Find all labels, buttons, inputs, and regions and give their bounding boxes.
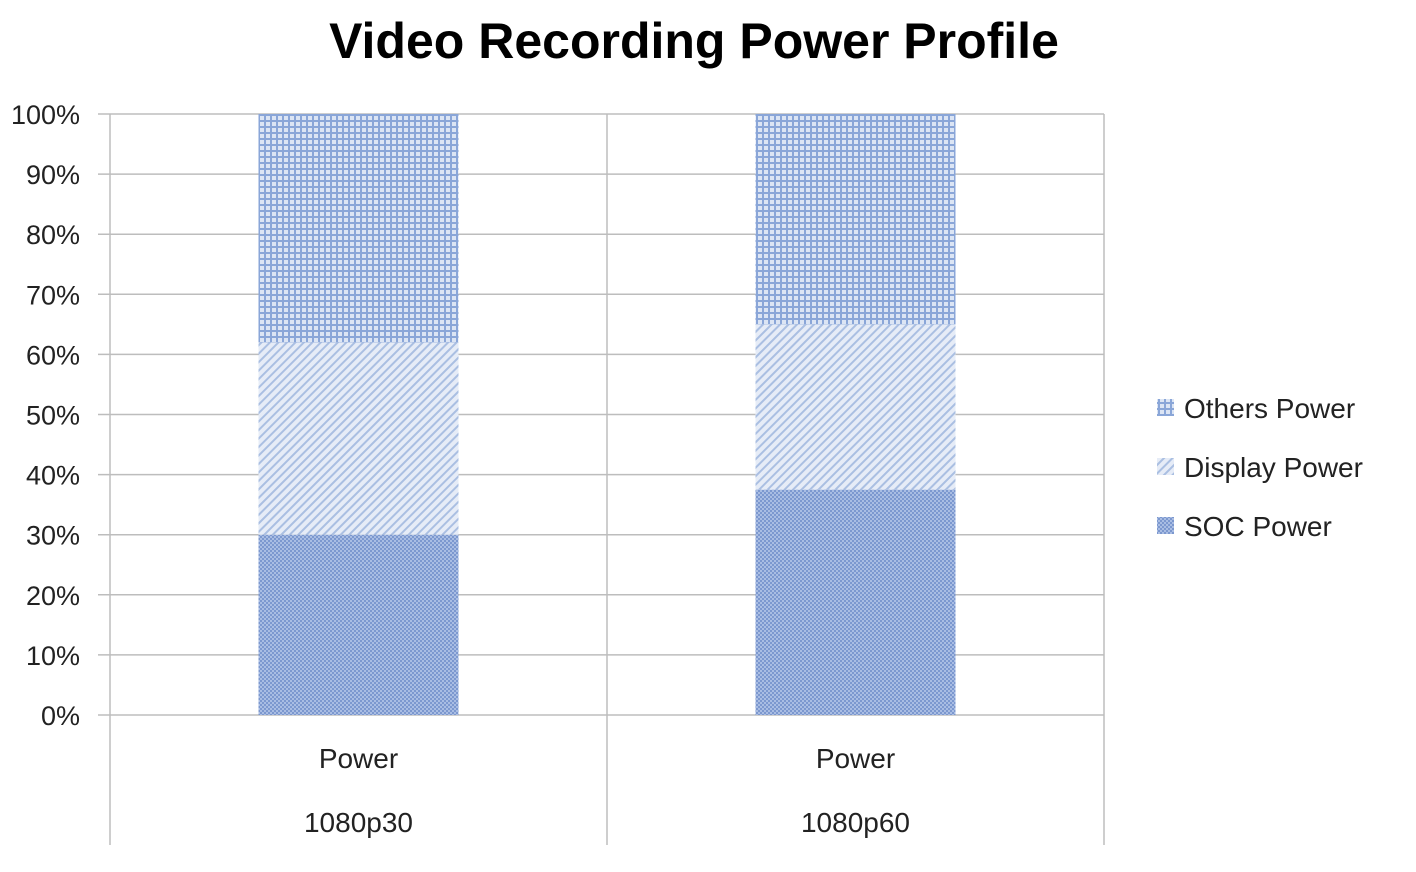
y-tick-label: 20% xyxy=(26,581,80,611)
x-group-label: 1080p60 xyxy=(801,807,910,838)
legend-item: Others Power xyxy=(1157,393,1355,424)
y-tick-label: 60% xyxy=(26,340,80,370)
bars xyxy=(258,114,956,715)
legend-label: Others Power xyxy=(1184,393,1355,424)
legend-swatch xyxy=(1157,458,1174,475)
y-tick-label: 30% xyxy=(26,521,80,551)
x-category-label: Power xyxy=(319,743,398,774)
y-tick-label: 100% xyxy=(11,100,80,130)
y-tick-label: 70% xyxy=(26,280,80,310)
legend: Others Power Display Power SOC Power xyxy=(1157,393,1363,542)
chart-title: Video Recording Power Profile xyxy=(329,13,1059,69)
x-category-label: Power xyxy=(816,743,895,774)
y-tick-label: 40% xyxy=(26,461,80,491)
legend-swatch xyxy=(1157,517,1174,534)
y-tick-label: 90% xyxy=(26,160,80,190)
legend-label: SOC Power xyxy=(1184,511,1332,542)
x-group-label: 1080p30 xyxy=(304,807,413,838)
y-tick-label: 0% xyxy=(41,701,80,731)
y-tick-label: 50% xyxy=(26,401,80,431)
bar-segment-display-power xyxy=(755,324,956,490)
y-tick-label: 80% xyxy=(26,220,80,250)
y-axis-tick-labels: 0% 10% 20% 30% 40% 50% 60% 70% 80% 90% 100% xyxy=(11,100,80,731)
y-tick-label: 10% xyxy=(26,641,80,671)
legend-item: SOC Power xyxy=(1157,511,1332,542)
bar-segment-display-power xyxy=(258,342,459,535)
legend-label: Display Power xyxy=(1184,452,1363,483)
bar-segment-others-power xyxy=(258,114,459,343)
bar-segment-soc-power xyxy=(258,534,459,715)
legend-item: Display Power xyxy=(1157,452,1363,483)
bar-segment-soc-power xyxy=(755,489,956,715)
bar-segment-others-power xyxy=(755,114,956,325)
legend-swatch xyxy=(1157,399,1174,416)
x-axis: Power 1080p30 Power 1080p60 xyxy=(304,743,910,838)
